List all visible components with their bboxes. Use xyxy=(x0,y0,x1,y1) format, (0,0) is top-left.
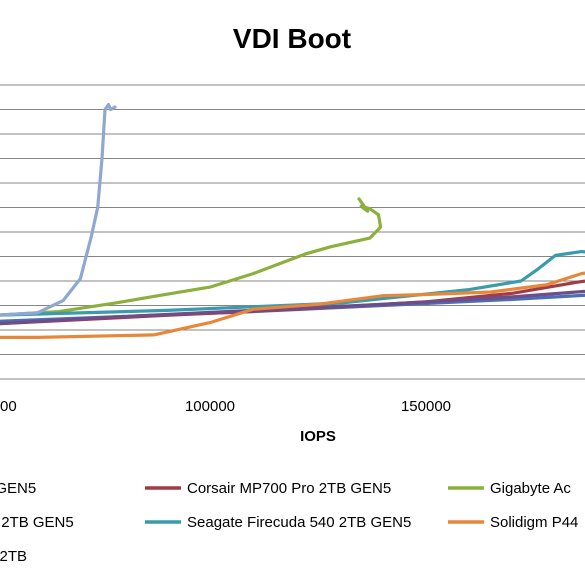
legend-label: TB GEN5 xyxy=(0,480,36,497)
x-tick-label: 150000 xyxy=(401,398,451,415)
series-line xyxy=(0,250,585,317)
legend-label: Solidigm P44 xyxy=(490,514,578,531)
x-tick-label: 00 xyxy=(0,398,17,415)
series-line xyxy=(0,197,383,317)
chart-title: VDI Boot xyxy=(233,23,351,54)
legend-label: Seagate Firecuda 540 2TB GEN5 xyxy=(187,514,411,531)
legend-label: Pro 2TB xyxy=(0,548,27,565)
legend-label: Corsair MP700 Pro 2TB GEN5 xyxy=(187,480,391,497)
series-line xyxy=(0,289,585,326)
legend-label: Gigabyte Ac xyxy=(490,480,571,497)
legend: TB GEN5 Corsair MP700 Pro 2TB GEN5 Gigabyt… xyxy=(0,480,578,565)
series-lines xyxy=(0,103,585,339)
x-axis-title: IOPS xyxy=(300,428,336,445)
x-axis-ticks: 00 100000 150000 xyxy=(0,398,451,415)
series-line xyxy=(0,271,585,339)
series-line xyxy=(0,103,117,317)
legend-label: 970 2TB GEN5 xyxy=(0,514,74,531)
x-tick-label: 100000 xyxy=(185,398,235,415)
